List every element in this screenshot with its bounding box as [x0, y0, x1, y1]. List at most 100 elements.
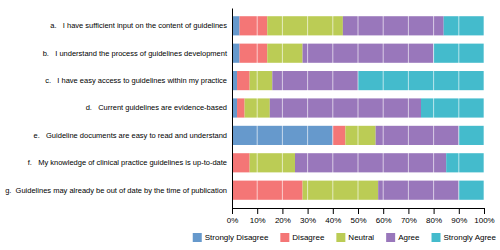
y-axis: a. I have sufficient input on the conten… — [5, 9, 232, 209]
bar — [358, 71, 484, 90]
bar — [270, 98, 421, 117]
legend-label: Neutral — [348, 233, 374, 242]
tick: 20% — [275, 208, 291, 225]
tick-mark — [434, 208, 435, 214]
tick: 90% — [451, 208, 467, 225]
tick-mark — [333, 208, 334, 214]
legend-swatch — [432, 233, 441, 242]
bar — [240, 16, 268, 35]
legend-item: Neutral — [336, 233, 374, 242]
tick-mark — [408, 208, 409, 214]
bar — [446, 153, 484, 172]
grid-line — [408, 8, 409, 208]
tick-label: 100% — [474, 216, 494, 225]
legend-swatch — [280, 233, 289, 242]
bar — [378, 181, 459, 200]
tick-label: 0% — [227, 216, 239, 225]
tick-mark — [232, 208, 233, 214]
tick: b. I understand the process of guideline… — [43, 49, 228, 58]
legend-swatch — [386, 233, 395, 242]
tick: e. Guideline documents are easy to read … — [34, 131, 227, 140]
bar — [459, 181, 484, 200]
bar — [303, 44, 434, 63]
tick: 50% — [350, 208, 366, 225]
bar — [232, 16, 240, 35]
legend: Strongly Disagree Disagree Neutral Agree Str… — [193, 233, 497, 242]
legend-label: Disagree — [292, 233, 325, 242]
tick-label: 30% — [300, 216, 316, 225]
bar — [303, 181, 379, 200]
bar — [232, 44, 240, 63]
legend-label: Strongly Agree — [444, 233, 497, 242]
grid-line — [257, 8, 258, 208]
x-axis: 0% 10% 20% 30% 40% 50% 60% 70% 80% 90% 100% — [227, 208, 495, 225]
grid-line — [433, 8, 434, 208]
bar — [421, 98, 484, 117]
tick-mark — [484, 208, 485, 214]
tick: 0% — [227, 208, 239, 225]
series — [358, 16, 484, 200]
bar — [237, 71, 250, 90]
bar — [232, 153, 250, 172]
tick-mark — [308, 208, 309, 214]
tick: 40% — [325, 208, 341, 225]
tick: 10% — [250, 208, 266, 225]
legend-label: Strongly Disagree — [205, 233, 269, 242]
tick: c. I have easy access to guidelines with… — [45, 76, 227, 85]
tick: 70% — [401, 208, 417, 225]
plot: 0% 10% 20% 30% 40% 50% 60% 70% 80% 90% 100% a. I ha… — [5, 8, 495, 225]
legend-item: Disagree — [280, 233, 325, 242]
bar — [237, 98, 245, 117]
bar — [250, 153, 295, 172]
grid — [232, 8, 484, 208]
tick: a. I have sufficient input on the conten… — [50, 21, 227, 30]
grid-line — [232, 8, 233, 208]
tick: g. Guidelines may already be out of date… — [5, 186, 227, 195]
bar — [444, 16, 484, 35]
tick-label: 20% — [275, 216, 291, 225]
legend-swatch — [336, 233, 345, 242]
grid-line — [307, 8, 308, 208]
bar — [240, 44, 268, 63]
legend-item: Strongly Agree — [432, 233, 497, 242]
legend-item: Strongly Disagree — [193, 233, 269, 242]
tick-label: f. My knowledge of clinical practice gui… — [28, 158, 227, 167]
chart: 0% 10% 20% 30% 40% 50% 60% 70% 80% 90% 100% a. I ha… — [0, 0, 500, 250]
tick: 30% — [300, 208, 316, 225]
tick-label: 50% — [350, 216, 366, 225]
grid-line — [358, 8, 359, 208]
bar — [250, 71, 273, 90]
tick: 80% — [426, 208, 442, 225]
tick-label: c. I have easy access to guidelines with… — [45, 76, 227, 85]
tick-mark — [383, 208, 384, 214]
bar — [459, 126, 484, 145]
tick: d. Current guidelines are evidence-based — [86, 103, 227, 112]
bar — [232, 181, 303, 200]
tick-mark — [358, 208, 359, 214]
grid-line — [458, 8, 459, 208]
legend-item: Agree — [386, 233, 420, 242]
legend-swatch — [193, 233, 202, 242]
tick-mark — [459, 208, 460, 214]
tick-mark — [257, 208, 258, 214]
grid-line — [332, 8, 333, 208]
tick: 100% — [474, 208, 494, 225]
bar — [376, 126, 459, 145]
tick-label: 70% — [401, 216, 417, 225]
tick-label: a. I have sufficient input on the conten… — [50, 21, 227, 30]
axis-line — [232, 9, 233, 209]
grid-line — [282, 8, 283, 208]
tick-label: b. I understand the process of guideline… — [43, 49, 228, 58]
tick-label: g. Guidelines may already be out of date… — [5, 186, 227, 195]
bar — [272, 71, 358, 90]
tick-label: 80% — [426, 216, 442, 225]
tick: 60% — [376, 208, 392, 225]
tick-label: 90% — [451, 216, 467, 225]
tick-label: d. Current guidelines are evidence-based — [86, 103, 227, 112]
grid-line — [383, 8, 384, 208]
legend-label: Agree — [398, 233, 420, 242]
tick-label: e. Guideline documents are easy to read … — [34, 131, 227, 140]
bar — [295, 153, 446, 172]
grid-line — [484, 8, 485, 208]
bar — [345, 126, 375, 145]
